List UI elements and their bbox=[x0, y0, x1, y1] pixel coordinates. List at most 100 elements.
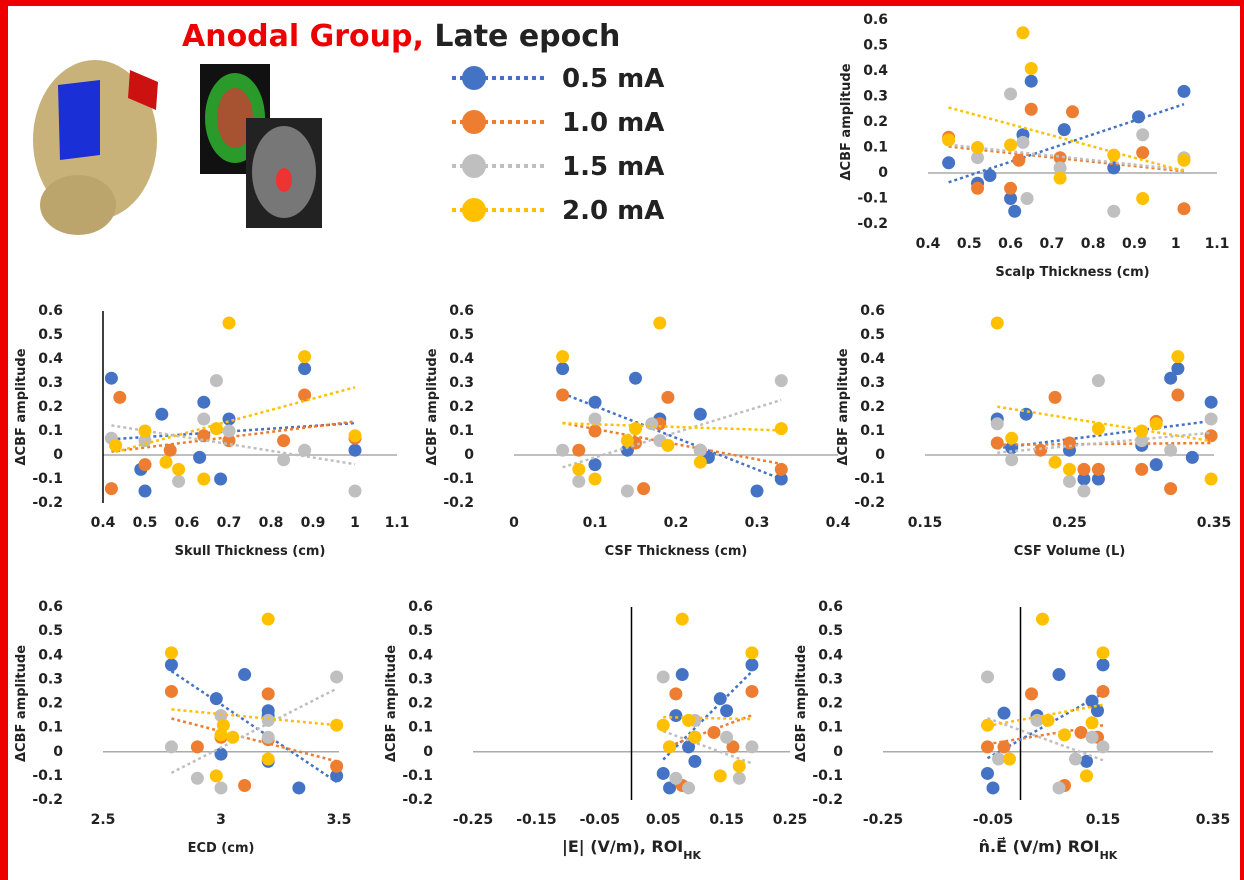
data-point bbox=[214, 747, 228, 761]
data-point bbox=[1066, 105, 1079, 119]
data-point bbox=[1004, 181, 1018, 195]
data-point bbox=[1107, 204, 1121, 218]
x-axis-label: Scalp Thickness (cm) bbox=[995, 265, 1149, 280]
data-point bbox=[1005, 453, 1019, 467]
data-point bbox=[197, 472, 211, 486]
x-tick-label: -0.05 bbox=[973, 812, 1013, 828]
data-point bbox=[164, 684, 178, 698]
y-tick-label: 0.4 bbox=[863, 63, 888, 79]
data-point bbox=[348, 429, 362, 443]
y-tick-label: -0.1 bbox=[32, 471, 63, 487]
data-point bbox=[750, 484, 764, 498]
y-tick-label: 0.6 bbox=[38, 599, 63, 615]
x-tick-label: 3.5 bbox=[327, 812, 352, 828]
data-point bbox=[209, 422, 223, 436]
y-axis-label: ΔCBF amplitude bbox=[794, 645, 809, 762]
data-point bbox=[209, 692, 223, 706]
legend-marker bbox=[462, 154, 486, 178]
y-tick-label: 0.5 bbox=[860, 327, 885, 343]
y-tick-label: -0.1 bbox=[812, 768, 843, 784]
title-highlight: Anodal Group, bbox=[182, 19, 424, 54]
scatter-chart: -0.2 -0.1 0 0.1 0.2 0.3 0.4 0.5 0.6 0.15 0.25 0.35 Δ… bbox=[836, 303, 1231, 559]
x-tick-label: 0.4 bbox=[916, 236, 941, 252]
data-point bbox=[745, 658, 759, 672]
data-point bbox=[983, 169, 997, 183]
y-tick-label: 0.5 bbox=[818, 623, 843, 639]
data-point bbox=[1069, 752, 1082, 766]
x-tick-label: 0.35 bbox=[1197, 515, 1232, 531]
data-point bbox=[669, 771, 683, 785]
data-point bbox=[990, 436, 1004, 450]
y-tick-label: 0.2 bbox=[38, 399, 63, 415]
x-tick-label: 0.1 bbox=[583, 515, 608, 531]
y-tick-label: 0.6 bbox=[408, 599, 433, 615]
data-point bbox=[1177, 153, 1191, 167]
y-tick-label: 0.2 bbox=[408, 696, 433, 712]
data-point bbox=[992, 752, 1005, 766]
y-tick-label: 0.6 bbox=[860, 303, 885, 319]
y-tick-label: 0.6 bbox=[818, 599, 843, 615]
data-point bbox=[1052, 781, 1066, 795]
scatter-chart: -0.2 -0.1 0 0.1 0.2 0.3 0.4 0.5 0.6 0 0.1 0.2 0.3 0.4… bbox=[425, 303, 851, 559]
data-point bbox=[109, 438, 123, 452]
trend-line bbox=[662, 670, 753, 761]
y-axis-label: ΔCBF amplitude bbox=[839, 63, 854, 180]
data-point bbox=[774, 422, 788, 436]
data-point bbox=[997, 740, 1011, 754]
data-point bbox=[1185, 450, 1199, 464]
data-point bbox=[669, 709, 683, 723]
data-point bbox=[1107, 148, 1121, 162]
data-point bbox=[1135, 462, 1149, 476]
x-tick-label: 0.25 bbox=[1052, 515, 1087, 531]
y-tick-label: 0.6 bbox=[449, 303, 474, 319]
data-point bbox=[1004, 192, 1018, 205]
data-point bbox=[981, 670, 994, 684]
trend-line bbox=[562, 421, 782, 432]
trend-line bbox=[948, 106, 1185, 173]
data-point bbox=[190, 771, 204, 785]
data-point bbox=[688, 754, 702, 768]
scatter-chart: -0.2 -0.1 0 0.1 0.2 0.3 0.4 0.5 0.6 2.5 3 3.5 ΔCBF a… bbox=[14, 599, 351, 856]
data-point bbox=[745, 646, 759, 660]
data-point bbox=[588, 424, 602, 438]
data-point bbox=[556, 443, 570, 457]
data-point bbox=[1020, 192, 1034, 205]
data-point bbox=[1085, 716, 1099, 730]
x-tick-label: 0.15 bbox=[908, 515, 943, 531]
data-point bbox=[298, 388, 312, 402]
data-point bbox=[104, 371, 118, 385]
x-tick-label: 0.6 bbox=[998, 236, 1023, 252]
data-point bbox=[1164, 371, 1178, 385]
data-point bbox=[1077, 472, 1091, 486]
y-tick-label: 0.4 bbox=[449, 351, 474, 367]
x-tick-label: 0.7 bbox=[217, 515, 242, 531]
trend-line bbox=[171, 708, 337, 727]
data-point bbox=[1096, 646, 1110, 660]
data-point bbox=[1171, 388, 1185, 402]
data-point bbox=[1171, 350, 1185, 364]
trend-line bbox=[562, 398, 782, 469]
trend-line bbox=[111, 424, 356, 466]
data-point bbox=[693, 455, 707, 469]
x-axis-label-main: Skull Thickness (cm) bbox=[175, 544, 326, 559]
data-point bbox=[588, 472, 602, 486]
trend-line bbox=[170, 687, 338, 774]
data-point bbox=[172, 474, 186, 488]
data-point bbox=[1177, 84, 1191, 98]
x-tick-label: -0.25 bbox=[863, 812, 903, 828]
data-point bbox=[726, 740, 740, 754]
data-point bbox=[1132, 110, 1146, 124]
y-axis-label: ΔCBF amplitude bbox=[14, 348, 29, 465]
data-point bbox=[663, 781, 677, 795]
data-point bbox=[986, 781, 1000, 795]
data-point bbox=[1077, 462, 1091, 476]
y-tick-label: 0.4 bbox=[38, 647, 63, 663]
data-point bbox=[1052, 668, 1066, 682]
data-point bbox=[661, 438, 675, 452]
y-tick-label: 0.2 bbox=[863, 114, 888, 130]
data-point bbox=[629, 422, 642, 436]
x-axis-label: CSF Volume (L) bbox=[1014, 544, 1126, 559]
y-tick-label: 0.1 bbox=[449, 423, 474, 439]
data-point bbox=[163, 443, 177, 457]
